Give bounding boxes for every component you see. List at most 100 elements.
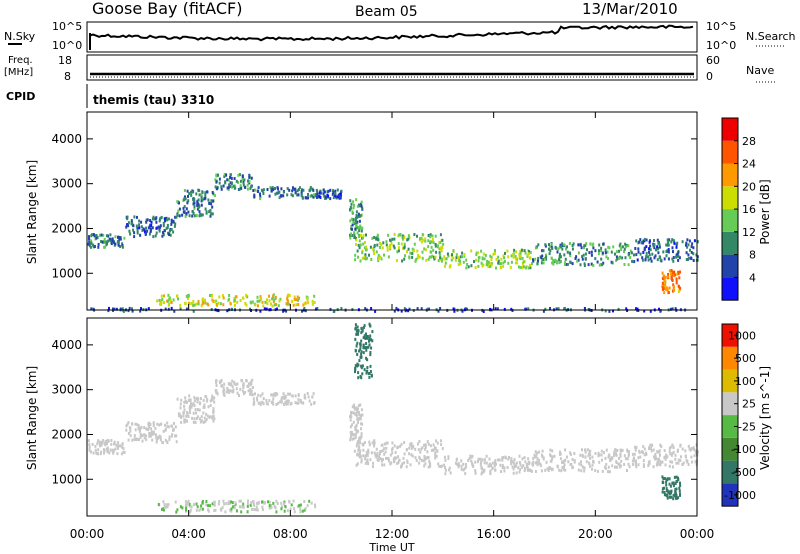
velocity-data-cell — [162, 500, 165, 504]
power-data-cell — [600, 246, 603, 250]
velocity-data-cell — [223, 382, 226, 386]
velocity-data-cell — [189, 405, 191, 408]
velocity-data-cell — [355, 344, 358, 348]
power-data-cell — [208, 210, 211, 214]
power-data-cell — [671, 246, 674, 250]
power-data-cell — [221, 294, 224, 298]
velocity-data-cell — [188, 504, 191, 508]
power-data-cell — [314, 307, 317, 311]
power-data-cell — [215, 303, 218, 306]
power-data-cell — [355, 198, 358, 202]
power-data-cell — [515, 250, 518, 254]
power-data-cell — [591, 243, 594, 247]
power-data-cell — [201, 302, 204, 306]
velocity-data-cell — [234, 383, 237, 387]
velocity-data-cell — [381, 449, 384, 453]
velocity-data-cell — [205, 500, 208, 503]
velocity-data-cell — [360, 432, 363, 436]
velocity-data-cell — [427, 465, 430, 469]
power-data-cell — [403, 307, 406, 311]
power-data-cell — [557, 247, 560, 251]
velocity-data-cell — [192, 411, 195, 415]
velocity-data-cell — [406, 461, 409, 465]
velocity-data-cell — [528, 461, 531, 465]
velocity-data-cell — [582, 465, 584, 469]
velocity-data-cell — [665, 453, 668, 457]
velocity-data-cell — [538, 458, 540, 462]
power-data-cell — [579, 243, 582, 247]
velocity-data-cell — [534, 455, 537, 459]
velocity-data-cell — [435, 454, 438, 458]
power-data-cell — [361, 251, 364, 255]
velocity-data-cell — [665, 480, 668, 484]
velocity-data-cell — [447, 456, 450, 460]
power-data-cell — [672, 274, 675, 277]
power-data-cell — [166, 226, 169, 229]
velocity-data-cell — [127, 421, 130, 425]
velocity-data-cell — [695, 450, 697, 454]
velocity-data-cell — [226, 386, 229, 390]
velocity-data-cell — [231, 501, 234, 505]
power-data-cell — [474, 258, 477, 262]
power-data-cell — [490, 256, 493, 259]
velocity-data-cell — [368, 443, 371, 447]
power-data-cell — [161, 298, 164, 301]
power-data-cell — [257, 186, 260, 190]
velocity-data-cell — [578, 462, 581, 466]
power-data-cell — [218, 181, 221, 185]
power-data-cell — [376, 237, 379, 241]
power-data-cell — [200, 203, 203, 207]
power-data-cell — [101, 240, 104, 244]
velocity-data-cell — [207, 508, 210, 512]
power-data-cell — [635, 253, 638, 257]
velocity-data-cell — [455, 458, 458, 462]
power-data-cell — [356, 231, 359, 235]
power-data-cell — [355, 214, 358, 217]
power-data-cell — [420, 307, 423, 311]
power-data-cell — [544, 253, 547, 257]
velocity-data-cell — [427, 456, 430, 459]
velocity-data-cell — [257, 500, 260, 504]
power-data-cell — [186, 297, 189, 301]
velocity-data-cell — [434, 456, 437, 460]
power-data-cell — [121, 307, 124, 311]
velocity-colorbar-segment — [722, 346, 738, 370]
power-data-cell — [138, 223, 140, 227]
velocity-data-cell — [205, 418, 208, 421]
power-data-cell — [623, 263, 626, 266]
power-data-cell — [184, 197, 187, 201]
velocity-data-cell — [375, 455, 378, 459]
velocity-data-cell — [402, 456, 405, 460]
power-colorbar-tick-label: 8 — [749, 249, 756, 262]
power-data-cell — [359, 243, 362, 247]
power-data-cell — [577, 258, 580, 262]
power-data-cell — [183, 205, 186, 209]
velocity-data-cell — [311, 395, 314, 399]
velocity-data-cell — [437, 462, 440, 466]
power-data-cell — [664, 283, 667, 287]
power-data-cell — [502, 254, 505, 258]
velocity-data-cell — [367, 345, 370, 349]
power-data-cell — [672, 250, 674, 254]
velocity-data-cell — [560, 469, 563, 473]
power-data-cell — [230, 176, 233, 180]
velocity-data-cell — [500, 470, 502, 473]
velocity-data-cell — [448, 466, 451, 470]
power-data-cell — [277, 187, 279, 191]
velocity-data-cell — [199, 507, 202, 511]
velocity-data-cell — [501, 465, 504, 469]
power-data-cell — [654, 254, 657, 258]
velocity-data-cell — [355, 412, 358, 416]
velocity-data-cell — [231, 385, 234, 389]
power-data-cell — [645, 251, 648, 255]
power-data-cell — [624, 245, 627, 249]
power-data-cell — [541, 258, 543, 262]
velocity-data-cell — [376, 458, 379, 461]
power-data-cell — [496, 307, 499, 311]
velocity-data-cell — [366, 453, 369, 457]
power-data-cell — [178, 214, 181, 218]
power-data-cell — [661, 277, 664, 280]
power-data-cell — [259, 192, 261, 196]
velocity-data-cell — [678, 486, 681, 490]
power-data-cell — [117, 241, 120, 245]
